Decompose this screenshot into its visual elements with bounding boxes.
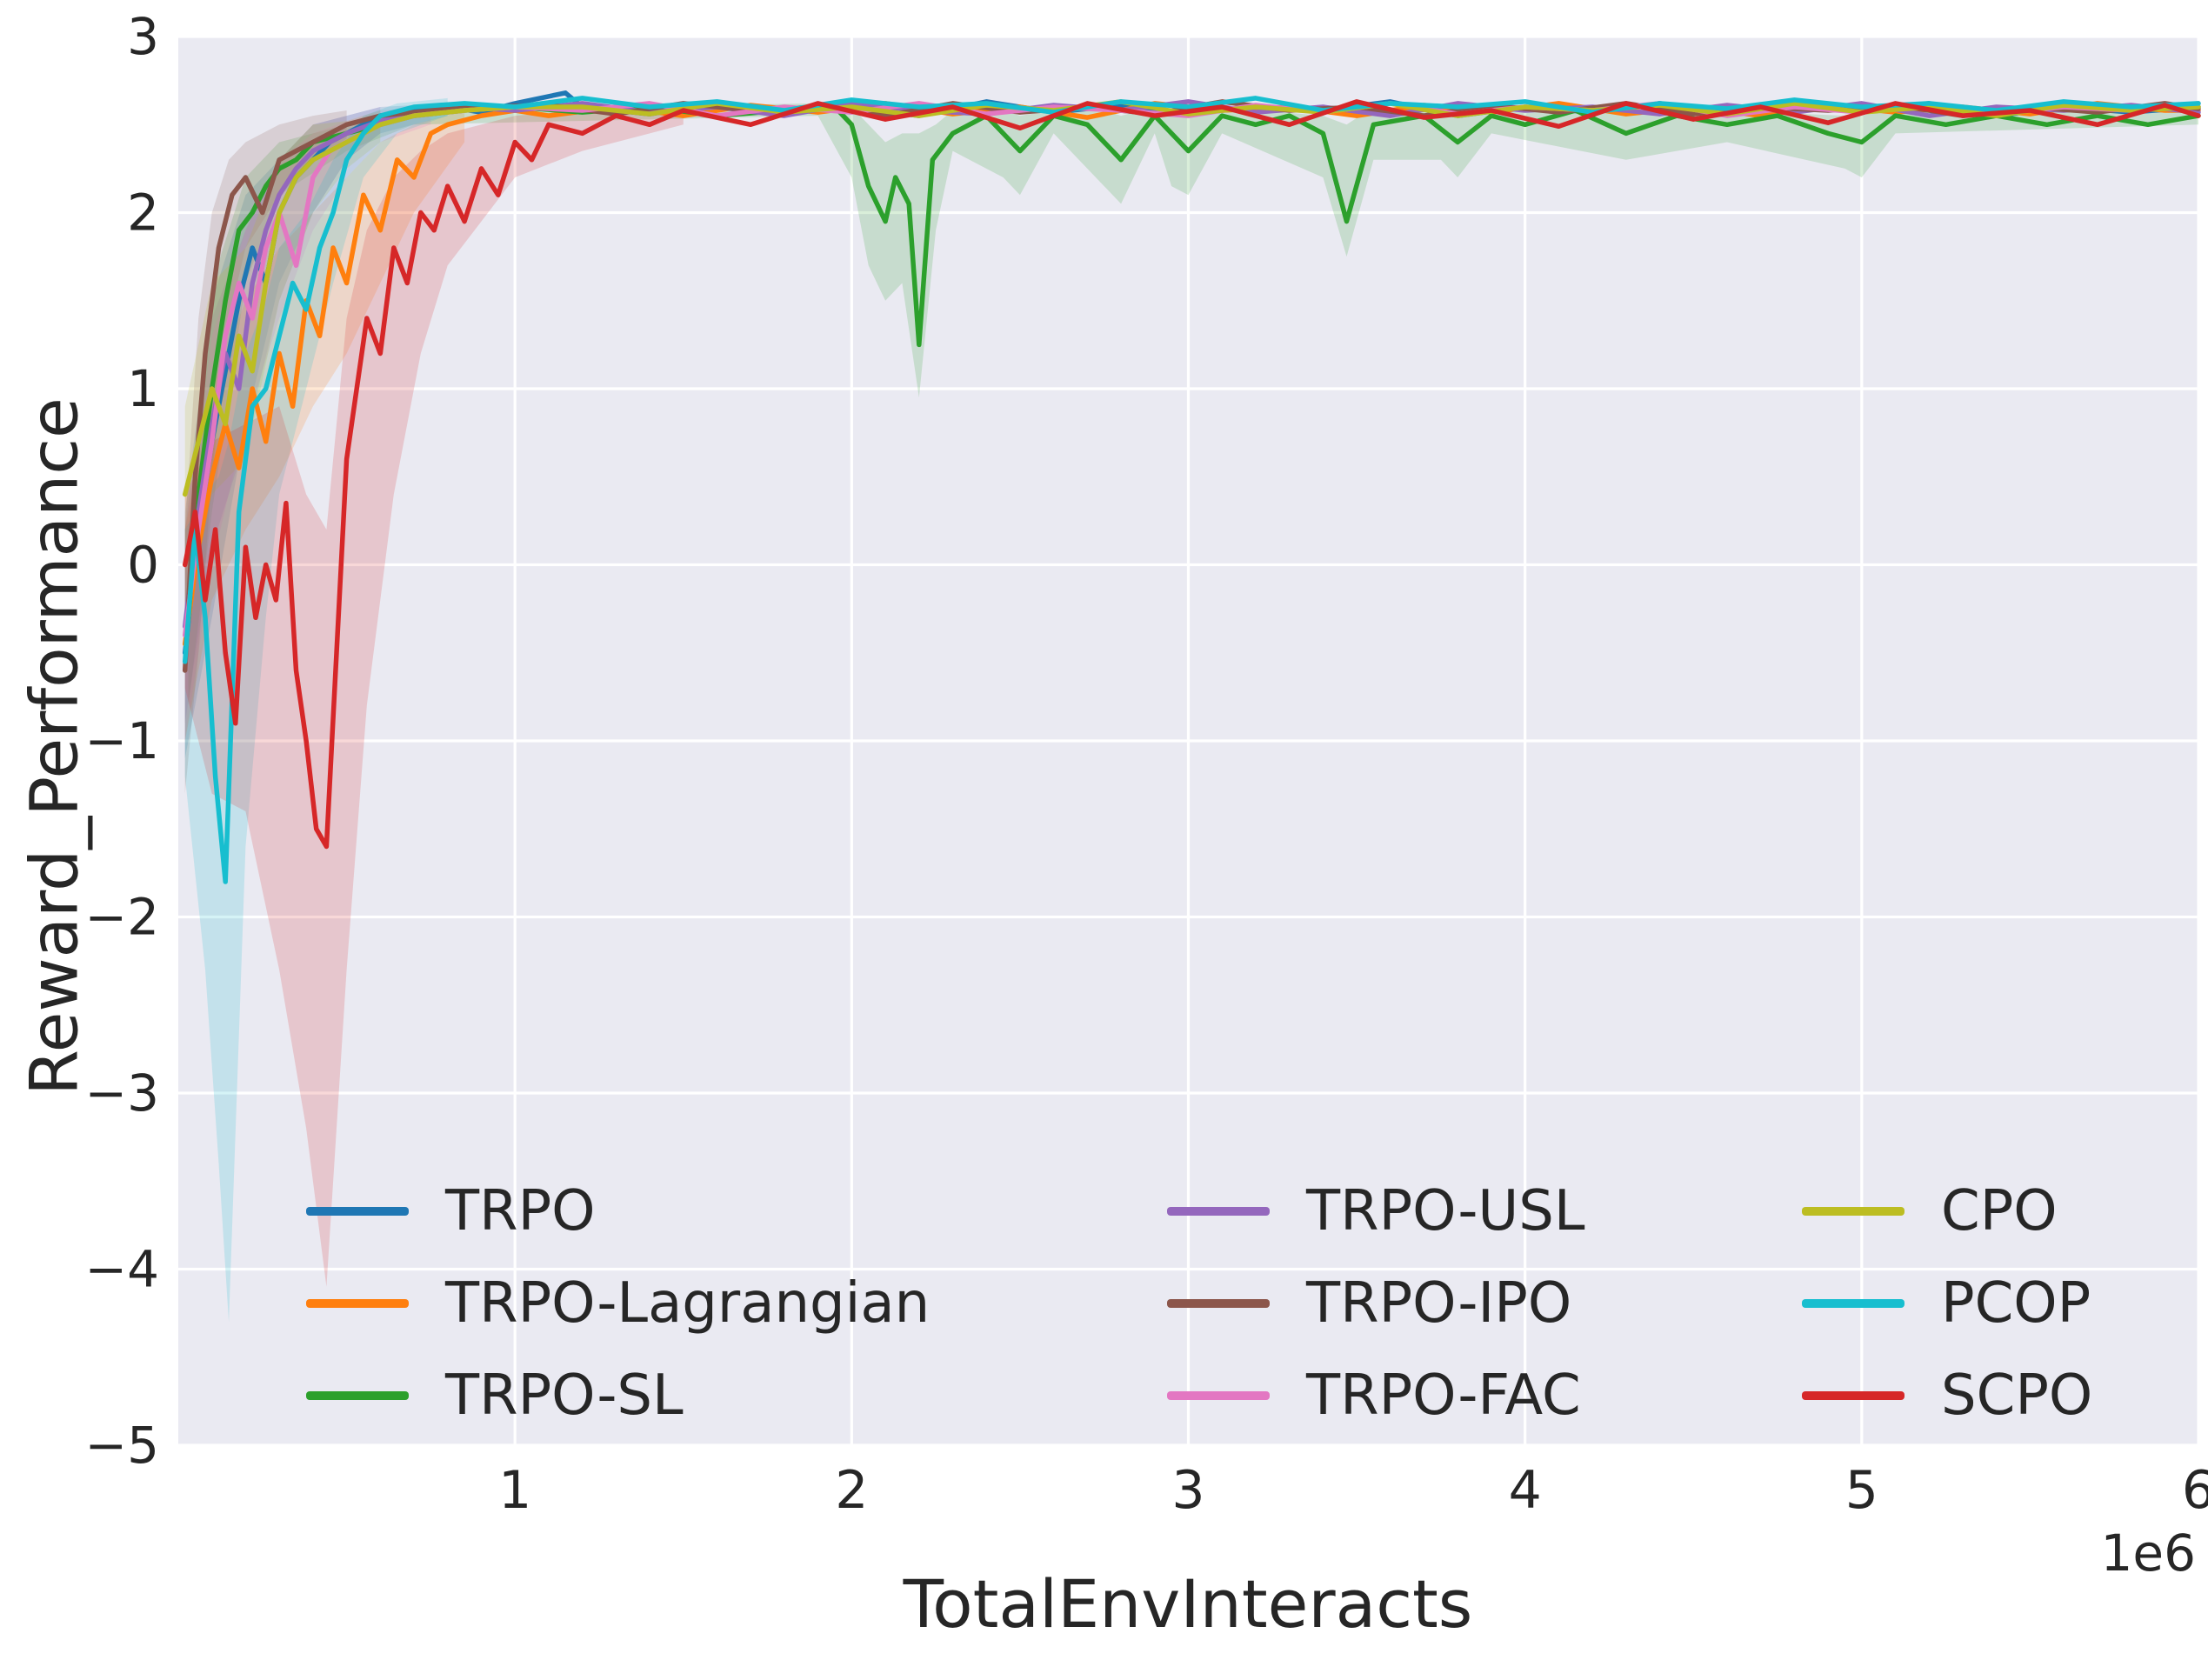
x-tick-label: 4 (1509, 1460, 1542, 1521)
x-tick-label: 1 (498, 1460, 531, 1521)
series-line-PCOP (182, 96, 2201, 884)
x-tick-label: 6 (2182, 1460, 2208, 1521)
y-tick-label: −1 (85, 711, 160, 770)
y-tick-label: −3 (85, 1063, 160, 1123)
y-tick-label: −5 (85, 1416, 160, 1475)
series-band-TRPO-IPO (184, 110, 347, 794)
x-tick-label: 3 (1171, 1460, 1204, 1521)
x-tick-label: 2 (835, 1460, 868, 1521)
x-axis-offset-label: 1e6 (2100, 1523, 2197, 1583)
y-axis-label: Reward_Performance (15, 397, 93, 1096)
series-line-SCPO (182, 99, 2201, 850)
series-band-TRPO (184, 103, 448, 759)
y-tick-label: −4 (85, 1240, 160, 1299)
series-line-TRPO-SL (185, 104, 2201, 621)
x-axis-label: TotalEnvInteracts (903, 1565, 1473, 1643)
series-band-SCPO (184, 103, 684, 1287)
y-tick-label: −2 (85, 888, 160, 947)
y-tick-label: 1 (127, 359, 159, 418)
y-tick-label: 3 (127, 7, 159, 66)
y-tick-label: 2 (127, 183, 159, 243)
y-tick-label: 0 (127, 536, 159, 595)
x-tick-label: 5 (1845, 1460, 1878, 1521)
